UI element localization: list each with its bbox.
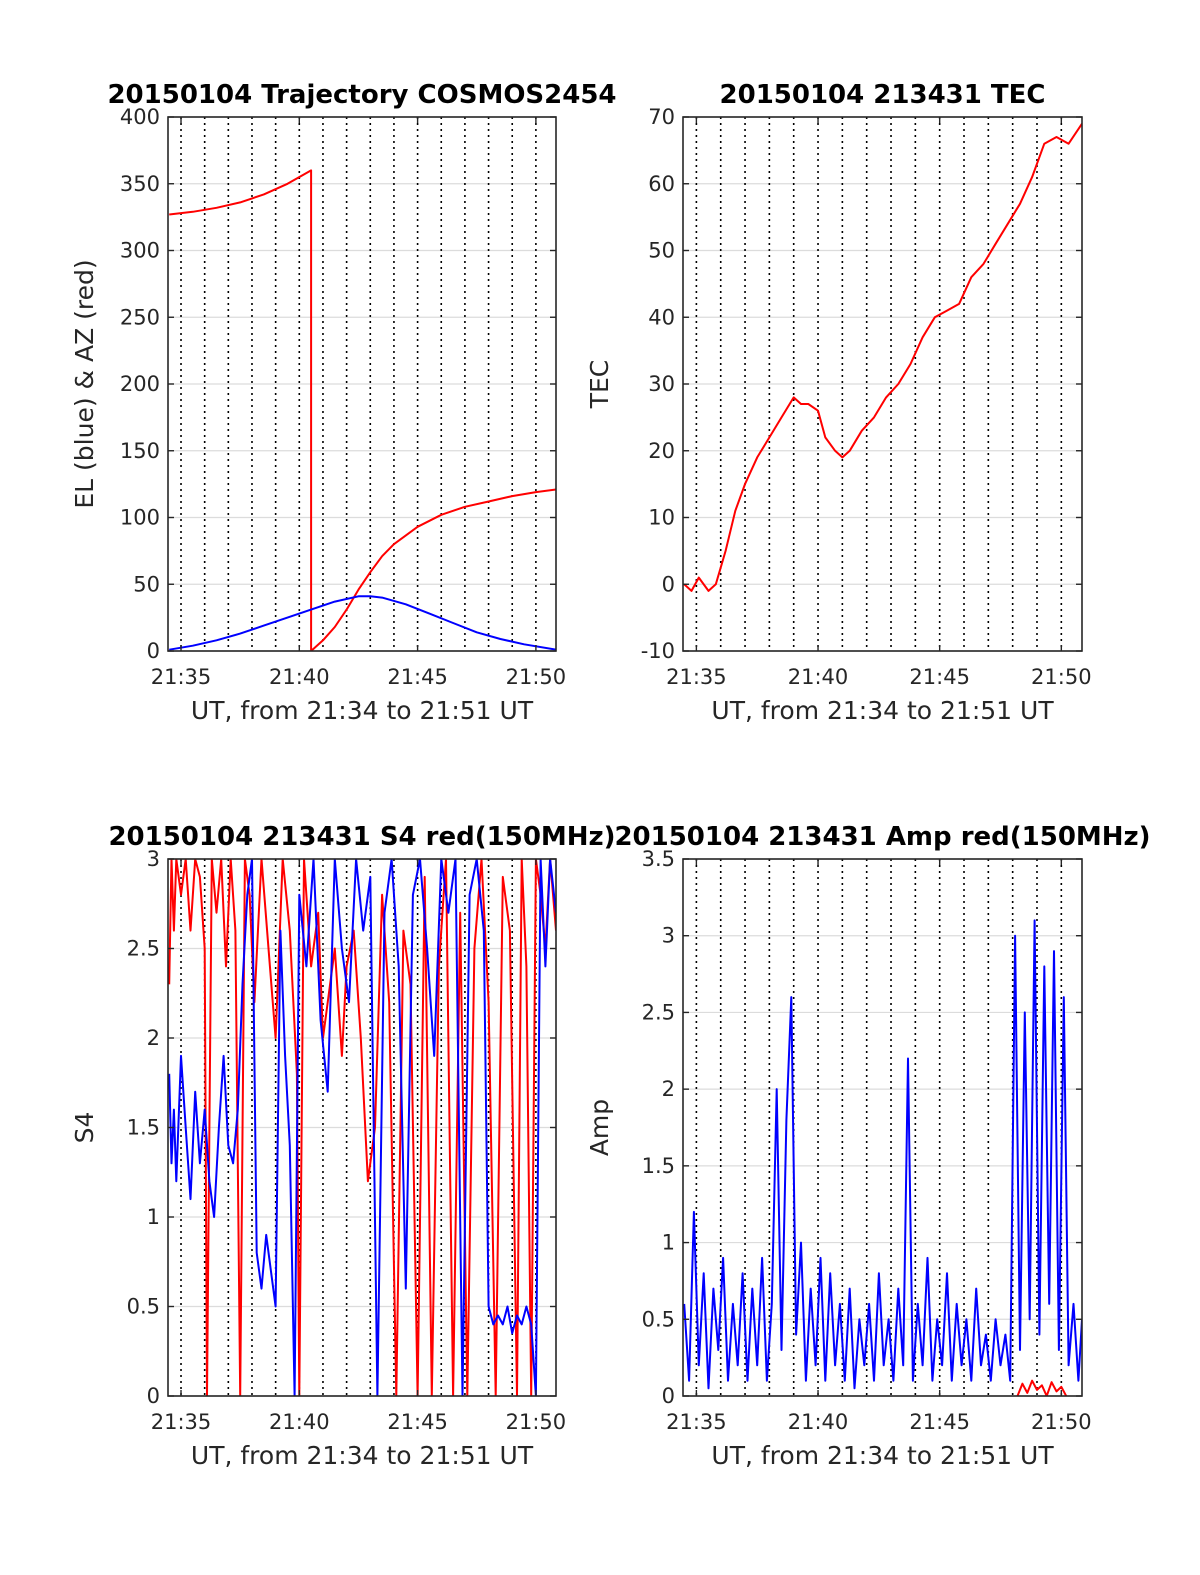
chart-panel-3: 0 0.5 1 1.5 2 2.5 3 21:35 21:40 21:45 21:50 2015010… — [70, 822, 616, 1470]
series-group — [168, 859, 556, 1396]
y-tick-label: 2.5 — [642, 1000, 675, 1024]
y-tick-label: 400 — [120, 105, 160, 129]
series-line-1 — [168, 859, 556, 1396]
x-axis-label: UT, from 21:34 to 21:51 UT — [191, 1441, 534, 1470]
y-axis-label: TEC — [585, 360, 614, 410]
x-tick-label: 21:35 — [666, 1410, 727, 1434]
y-tick-label: -10 — [641, 639, 675, 663]
chart-panel-2: -10 0 10 20 30 40 50 60 70 21:35 21:40 21:45 21:50 20… — [585, 80, 1092, 725]
x-tick-label: 21:45 — [387, 665, 448, 689]
chart-title: 20150104 213431 TEC — [720, 80, 1046, 110]
series-line-2 — [168, 859, 556, 1396]
series-line-2 — [169, 595, 556, 651]
y-tick-label: 20 — [648, 439, 675, 463]
y-tick-label: 1 — [147, 1205, 160, 1229]
y-tick-label: 0 — [662, 572, 675, 596]
x-tick-label: 21:35 — [151, 665, 212, 689]
chart-title: 20150104 Trajectory COSMOS2454 — [107, 80, 616, 110]
chart-panel-1: 0 50 100 150 200 250 300 350 400 21:35 21:40 21:45 2… — [70, 80, 617, 725]
x-tick-label: 21:45 — [387, 1410, 448, 1434]
series-group — [683, 919, 1082, 1396]
y-tick-label: 2 — [147, 1026, 160, 1050]
chart-title: 20150104 213431 S4 red(150MHz) — [108, 822, 615, 852]
series-line-1 — [169, 169, 556, 651]
x-tick-label: 21:50 — [506, 665, 567, 689]
y-tick-label: 150 — [120, 439, 160, 463]
x-axis-label: UT, from 21:34 to 21:51 UT — [191, 696, 534, 725]
y-tick-label: 350 — [120, 172, 160, 196]
y-tick-label: 0 — [662, 1384, 675, 1408]
series-group — [683, 123, 1082, 592]
y-tick-label: 60 — [648, 172, 675, 196]
y-tick-label: 0 — [147, 1384, 160, 1408]
y-tick-label: 3 — [147, 847, 160, 871]
x-tick-label: 21:45 — [909, 665, 970, 689]
x-tick-label: 21:45 — [909, 1410, 970, 1434]
y-tick-label: 0.5 — [642, 1307, 675, 1331]
y-tick-label: 300 — [120, 239, 160, 263]
y-axis-label: EL (blue) & AZ (red) — [70, 259, 99, 508]
series-line-1 — [683, 123, 1082, 592]
series-group — [169, 169, 556, 651]
y-tick-label: 1.5 — [642, 1154, 675, 1178]
y-axis-label: Amp — [585, 1099, 614, 1156]
x-tick-label: 21:35 — [666, 665, 727, 689]
y-tick-label: 1 — [662, 1231, 675, 1255]
x-tick-label: 21:50 — [1031, 665, 1092, 689]
y-tick-label: 3.5 — [642, 847, 675, 871]
y-tick-label: 40 — [648, 305, 675, 329]
x-tick-label: 21:40 — [788, 665, 849, 689]
y-tick-label: 250 — [120, 305, 160, 329]
x-axis-label: UT, from 21:34 to 21:51 UT — [711, 696, 1054, 725]
series-line-2 — [683, 919, 1082, 1390]
y-tick-label: 70 — [648, 105, 675, 129]
plot-area — [683, 859, 1082, 1396]
x-tick-label: 21:50 — [1031, 1410, 1092, 1434]
y-axis-label: S4 — [70, 1112, 99, 1144]
chart-title: 20150104 213431 Amp red(150MHz) — [614, 822, 1150, 852]
y-tick-label: 100 — [120, 506, 160, 530]
y-tick-label: 10 — [648, 506, 675, 530]
x-tick-label: 21:40 — [788, 1410, 849, 1434]
y-tick-label: 3 — [662, 924, 675, 948]
x-tick-label: 21:40 — [269, 665, 330, 689]
chart-panel-4: 0 0.5 1 1.5 2 2.5 3 3.5 21:35 21:40 21:45 21:50 2015… — [585, 822, 1151, 1470]
y-tick-label: 0 — [147, 639, 160, 663]
y-tick-label: 0.5 — [127, 1295, 160, 1319]
x-tick-label: 21:35 — [151, 1410, 212, 1434]
x-axis-label: UT, from 21:34 to 21:51 UT — [711, 1441, 1054, 1470]
x-tick-label: 21:50 — [506, 1410, 567, 1434]
series-line-1 — [1016, 1379, 1068, 1396]
y-tick-label: 30 — [648, 372, 675, 396]
y-tick-label: 50 — [133, 572, 160, 596]
y-tick-label: 200 — [120, 372, 160, 396]
x-tick-label: 21:40 — [269, 1410, 330, 1434]
y-tick-label: 2.5 — [127, 937, 160, 961]
axes-box — [682, 858, 1083, 1397]
y-tick-label: 50 — [648, 239, 675, 263]
y-tick-label: 1.5 — [127, 1116, 160, 1140]
y-tick-label: 2 — [662, 1077, 675, 1101]
